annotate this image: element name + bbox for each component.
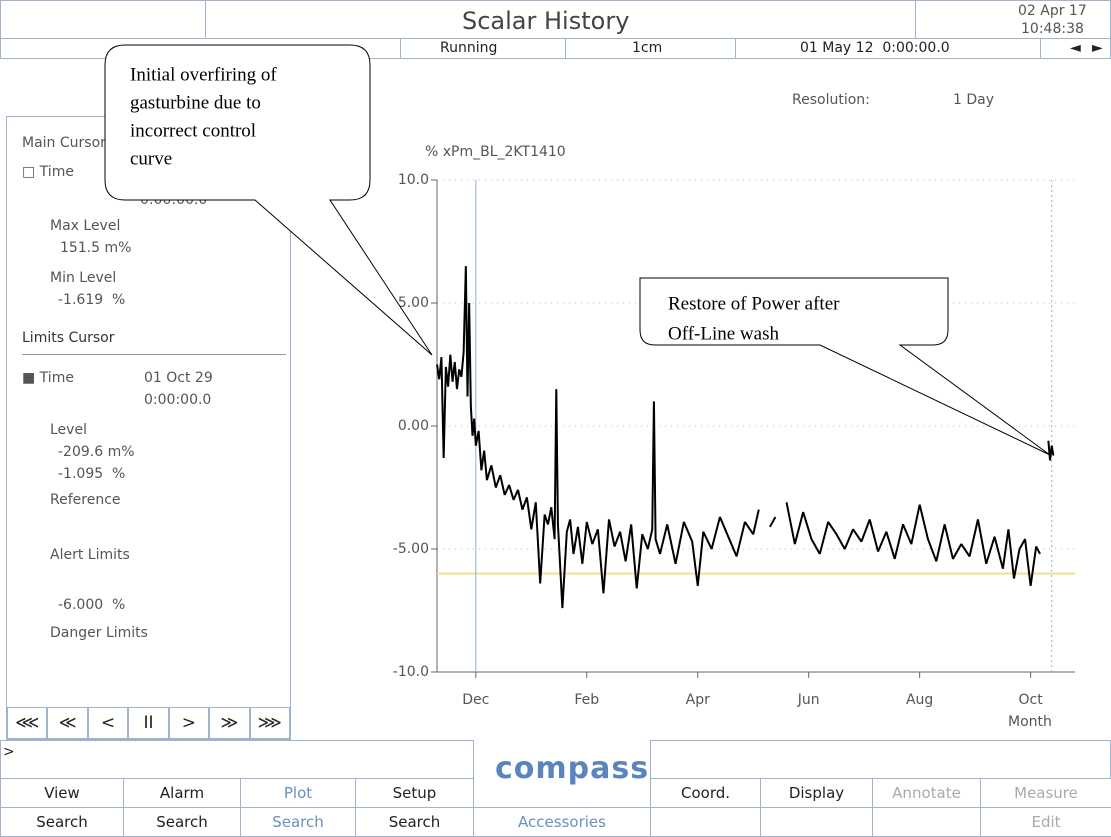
y-tick-label: -5.00 — [393, 541, 429, 557]
nav-button[interactable]: > — [168, 707, 210, 739]
sidebar-text: ■ Time — [22, 370, 74, 386]
annotation-text: Off-Line wash — [668, 323, 779, 344]
annotation-text: incorrect control — [130, 120, 256, 141]
callout — [104, 44, 433, 356]
separator — [22, 354, 286, 355]
y-axis-title: % xPm_BL_2KT1410 — [425, 144, 566, 160]
page-title: Scalar History — [462, 7, 630, 35]
resolution-label: Resolution: — [792, 92, 870, 108]
sidebar-text: 0:00:00.0 — [144, 392, 212, 408]
sidebar-text: Level — [50, 422, 87, 438]
sidebar-text: □ Time — [22, 164, 74, 180]
prev-button[interactable]: ◄ — [1070, 40, 1081, 56]
sidebar-title: Limits Cursor — [22, 330, 115, 346]
x-tick-label: Jun — [797, 692, 820, 708]
y-tick-label: 5.00 — [398, 295, 429, 311]
time: 10:48:38 — [1021, 21, 1084, 37]
sidebar-text: -1.619 % — [58, 292, 126, 308]
scale: 1cm — [632, 40, 663, 56]
sidebar-text: Min Level — [50, 270, 117, 286]
annotation-text: gasturbine due to — [130, 92, 261, 113]
state: Running — [440, 40, 498, 56]
y-tick-label: -10.0 — [393, 664, 429, 680]
x-tick-label: Feb — [574, 692, 599, 708]
date: 02 Apr 17 — [1018, 3, 1087, 19]
sidebar-text: Alert Limits — [50, 547, 130, 563]
annotation-text: curve — [130, 148, 172, 169]
prompt: > — [3, 744, 15, 760]
x-tick-label: Dec — [462, 692, 489, 708]
sidebar-text: Danger Limits — [50, 625, 148, 641]
sidebar-title: Main Cursor — [22, 135, 106, 151]
sidebar-text: -209.6 m% — [58, 444, 135, 460]
data-line — [768, 516, 777, 528]
x-axis-title: Month — [1008, 714, 1052, 730]
annotation-text: Initial overfiring of — [130, 64, 277, 85]
sidebar-text: -6.000 % — [58, 597, 126, 613]
x-tick-label: Apr — [686, 692, 710, 708]
nav-button[interactable]: < — [87, 707, 129, 739]
resolution-value: 1 Day — [953, 92, 995, 108]
nav-button[interactable]: ⋘ — [7, 707, 48, 739]
x-tick-label: Oct — [1019, 692, 1044, 708]
data-line — [785, 502, 1041, 587]
sidebar-text: -1.095 % — [58, 466, 126, 482]
data-line — [1047, 440, 1055, 461]
callout — [639, 277, 1051, 456]
y-tick-label: 0.00 — [398, 418, 429, 434]
nav-button[interactable]: ≫ — [209, 707, 250, 739]
sidebar-text: Max Level — [50, 218, 121, 234]
start-time: 01 May 12 0:00:00.0 — [800, 40, 950, 56]
x-tick-label: Aug — [906, 692, 933, 708]
data-line — [436, 266, 760, 609]
annotation-text: Restore of Power after — [668, 293, 840, 314]
y-tick-label: 10.0 — [398, 172, 429, 188]
nav-button[interactable]: ≪ — [47, 707, 88, 739]
next-button[interactable]: ► — [1092, 40, 1103, 56]
sidebar-text: 01 Oct 29 — [144, 370, 213, 386]
sidebar-text: Reference — [50, 492, 121, 508]
sidebar-text: 151.5 m% — [60, 240, 132, 256]
nav-button[interactable]: ⋙ — [249, 707, 290, 739]
logo: compass — [495, 751, 650, 786]
nav-button[interactable]: II — [128, 707, 169, 739]
